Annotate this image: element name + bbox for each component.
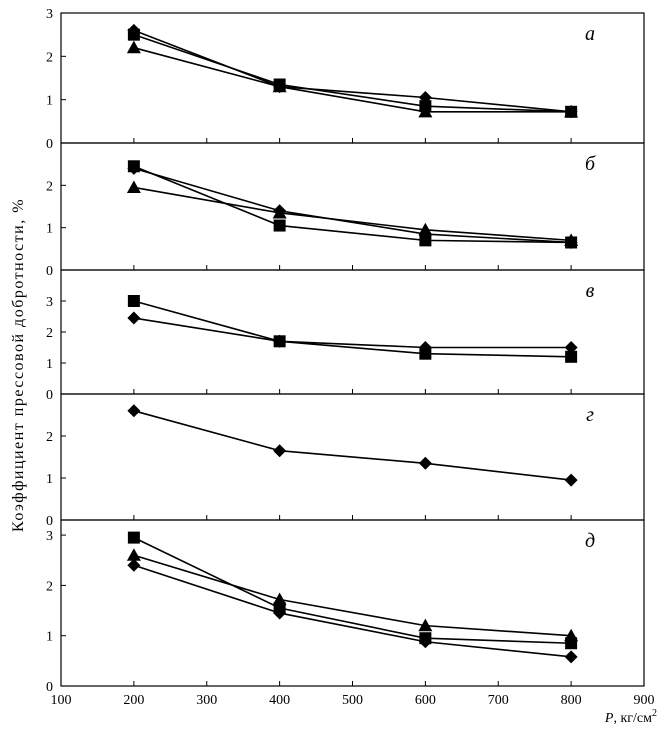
y-tick-label: 1 (46, 630, 53, 645)
x-tick-label: 200 (123, 693, 144, 708)
panel-letter: а (585, 23, 595, 45)
y-tick-label: 3 (46, 7, 53, 22)
data-point-square (565, 350, 578, 363)
series-line-square (133, 300, 572, 358)
data-point-diamond (564, 341, 578, 354)
data-point-square (419, 347, 432, 360)
data-point-square (273, 335, 286, 348)
panel-letter: д (585, 530, 595, 552)
y-tick-label: 0 (46, 514, 53, 529)
data-point-diamond (127, 558, 141, 572)
y-tick-label: 2 (46, 430, 53, 445)
x-axis-title-sup: 2 (652, 708, 657, 719)
y-tick-label: 3 (46, 529, 53, 544)
data-point-square (127, 295, 140, 307)
series-line-diamond (133, 29, 572, 113)
panel-frame (60, 12, 645, 144)
y-tick-label: 0 (46, 264, 53, 279)
data-point-triangle (418, 222, 433, 236)
y-tick-label: 2 (46, 326, 53, 341)
data-point-square (419, 632, 432, 645)
panel-letter: в (586, 280, 595, 302)
y-axis-title: Коэффициент прессовой добротности, % (10, 198, 27, 532)
y-tick-label: 2 (46, 579, 53, 594)
y-tick-label: 2 (46, 50, 53, 65)
x-tick-label: 900 (634, 693, 655, 708)
chart-panels: 0 1 2 3 а 0 1 2 б 0 1 2 3 в 0 1 2 г 0 1 2 3 д 100 200 300 400 500 60… (46, 7, 655, 708)
data-point-triangle (126, 548, 141, 561)
data-point-square (127, 160, 140, 173)
data-point-triangle (418, 104, 433, 118)
series-line-triangle (133, 186, 572, 242)
x-tick-label: 800 (561, 693, 582, 708)
x-tick-label: 500 (342, 693, 363, 708)
data-point-square (127, 531, 140, 544)
y-tick-label: 1 (46, 472, 53, 487)
data-point-triangle (272, 79, 287, 93)
data-point-triangle (418, 618, 433, 632)
data-point-square (419, 234, 432, 247)
series-line-diamond (133, 564, 572, 658)
data-point-diamond (564, 473, 578, 487)
data-point-triangle (126, 40, 141, 54)
y-tick-label: 1 (46, 357, 53, 372)
panel-letter: б (585, 153, 596, 175)
panel-0: 0 1 2 3 а (46, 7, 645, 152)
x-tick-label: 100 (51, 693, 72, 708)
x-axis-title: P, кг/см2 (604, 708, 657, 726)
y-tick-label: 0 (46, 137, 53, 152)
series-line-diamond (133, 410, 572, 481)
y-tick-label: 0 (46, 680, 53, 695)
panel-2: 0 1 2 3 в (46, 269, 645, 403)
data-point-triangle (272, 592, 287, 606)
x-tick-label: 600 (415, 693, 436, 708)
series-line-triangle (133, 554, 572, 637)
data-point-diamond (418, 456, 432, 470)
data-point-diamond (127, 311, 141, 325)
series-line-diamond (133, 317, 572, 349)
y-tick-label: 0 (46, 388, 53, 403)
panel-frame (60, 269, 645, 395)
panel-frame (60, 142, 645, 271)
data-point-diamond (127, 404, 141, 418)
x-axis-title-var: P (604, 711, 614, 726)
panel-4: 0 1 2 3 д (46, 519, 645, 695)
panel-3: 0 1 2 г (46, 393, 645, 529)
x-tick-label: 400 (269, 693, 290, 708)
data-point-triangle (564, 628, 579, 642)
data-point-square (273, 219, 286, 232)
y-tick-label: 3 (46, 295, 53, 310)
data-point-triangle (272, 205, 287, 219)
x-tick-label: 700 (488, 693, 509, 708)
y-tick-label: 1 (46, 94, 53, 109)
series-line-square (133, 33, 572, 113)
data-point-triangle (126, 180, 141, 194)
data-point-square (127, 28, 140, 41)
series-line-triangle (133, 46, 572, 113)
x-tick-label: 300 (196, 693, 217, 708)
y-tick-label: 1 (46, 222, 53, 237)
series-line-square (133, 165, 572, 244)
data-point-diamond (273, 444, 287, 458)
data-point-triangle (564, 233, 579, 246)
series-line-square (133, 536, 572, 645)
panel-1: 0 1 2 б (46, 142, 645, 279)
panel-letter: г (586, 404, 594, 426)
data-point-triangle (564, 104, 579, 118)
y-tick-label: 2 (46, 179, 53, 194)
series-line-diamond (133, 167, 572, 244)
x-axis-title-unit: , кг/см (613, 711, 652, 726)
data-point-diamond (564, 650, 578, 664)
